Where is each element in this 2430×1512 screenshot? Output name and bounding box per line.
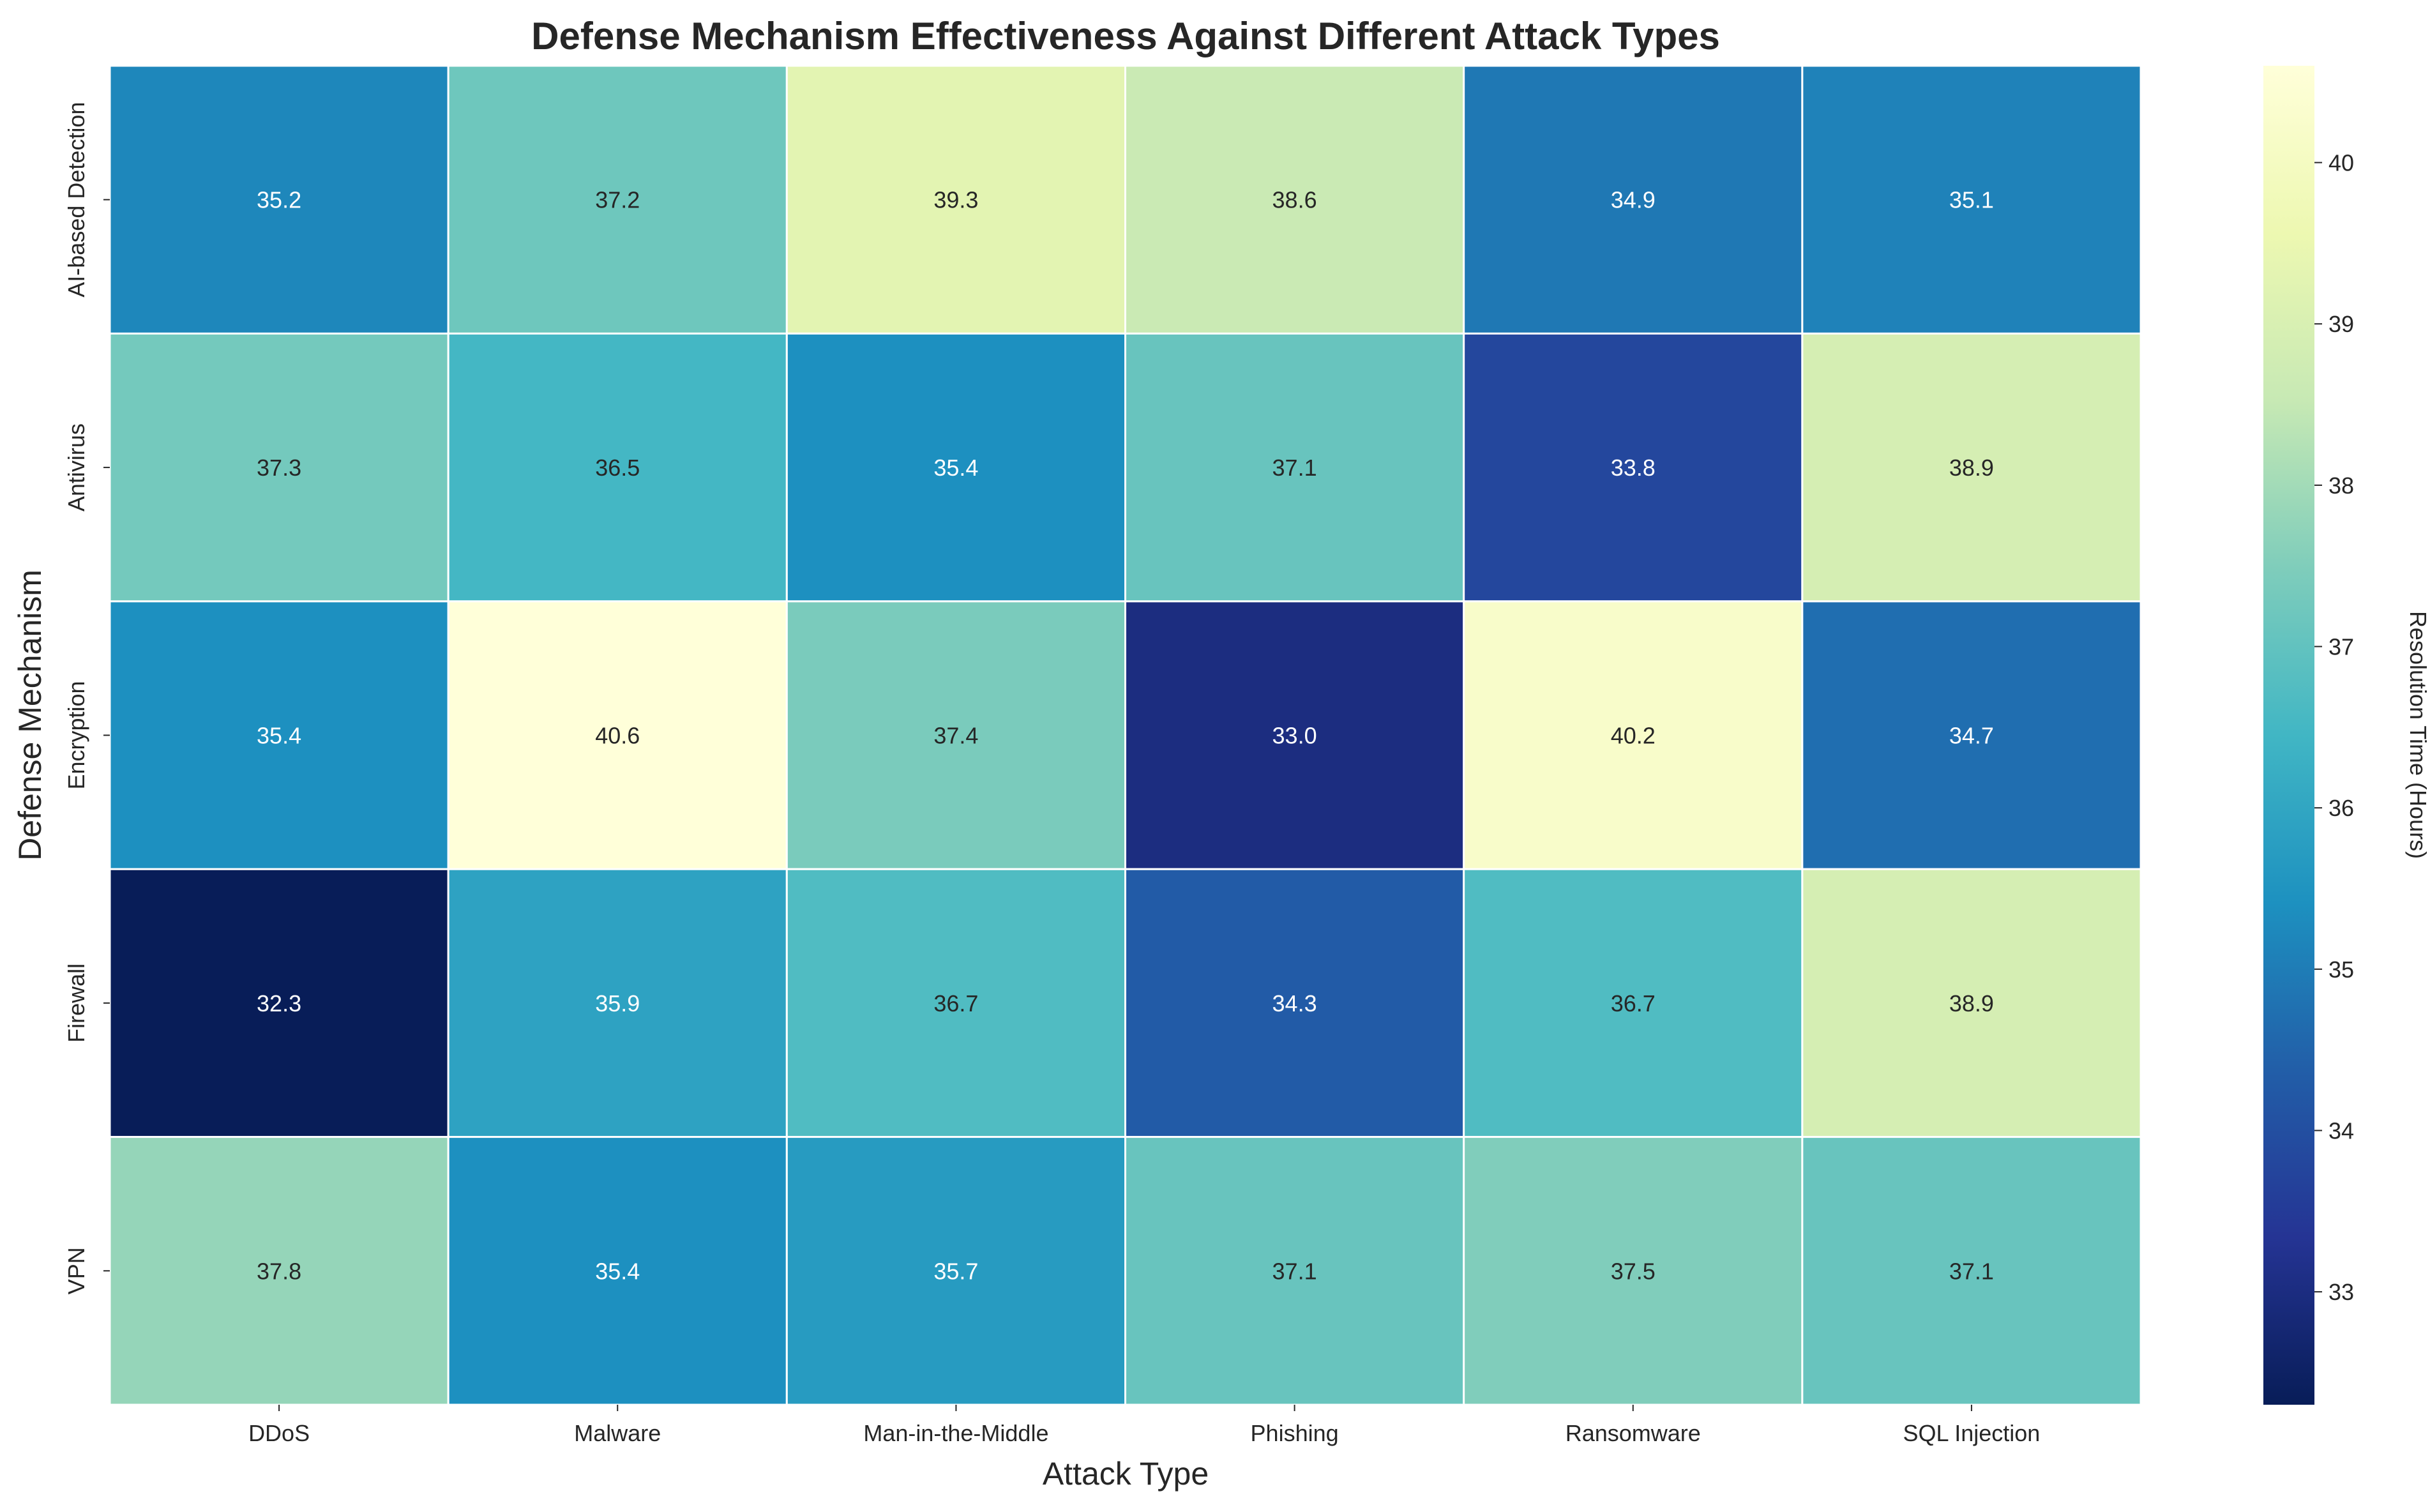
cell-value-label: 35.9 — [595, 990, 640, 1017]
cell-value-label: 36.7 — [1611, 990, 1656, 1017]
cell-value-label: 37.1 — [1272, 1258, 1317, 1284]
heatmap-cell — [1463, 64, 1804, 335]
heatmap-cell — [447, 64, 788, 335]
cell-value-label: 35.2 — [257, 187, 301, 213]
heatmap-cell — [447, 332, 788, 603]
heatmap-cell — [1801, 600, 2142, 870]
y-tick-label: Encryption — [63, 681, 89, 789]
heatmap-cell — [785, 600, 1127, 870]
cell-value-label: 37.2 — [595, 187, 640, 213]
colorbar-tick-label: 38 — [2328, 472, 2354, 499]
colorbar-tick-label: 34 — [2328, 1117, 2354, 1144]
cell-value-label: 37.3 — [257, 455, 301, 481]
heatmap-cell — [1801, 868, 2142, 1138]
cell-value-label: 35.4 — [257, 723, 301, 749]
cell-value-label: 39.3 — [933, 187, 978, 213]
cell-value-label: 33.0 — [1272, 723, 1317, 749]
heatmap-cell — [1463, 600, 1804, 870]
colorbar-label: Resolution Time (Hours) — [2405, 611, 2430, 859]
cell-value-label: 35.4 — [595, 1258, 640, 1284]
x-tick-label: Man-in-the-Middle — [863, 1420, 1048, 1446]
heatmap-cell — [1124, 600, 1465, 870]
heatmap-cell — [785, 64, 1127, 335]
heatmap-cell — [1124, 64, 1465, 335]
y-tick-label: Firewall — [63, 964, 89, 1043]
heatmap-cell — [1463, 868, 1804, 1138]
heatmap-cell — [109, 1136, 449, 1406]
y-tick-label: Antivirus — [63, 423, 89, 511]
y-tick-label: AI-based Detection — [63, 102, 89, 298]
cell-value-label: 34.7 — [1949, 723, 1994, 749]
cell-value-label: 35.1 — [1949, 187, 1994, 213]
heatmap-cell — [447, 1136, 788, 1406]
cell-value-label: 36.7 — [933, 990, 978, 1017]
x-tick-label: Ransomware — [1566, 1420, 1701, 1446]
y-axis-ticks: AI-based Detection Antivirus Encryption Fir… — [63, 102, 110, 1294]
heatmap-cell — [109, 600, 449, 870]
x-tick-label: Malware — [574, 1420, 661, 1446]
cell-value-label: 37.1 — [1949, 1258, 1994, 1284]
cell-value-label: 40.6 — [595, 723, 640, 749]
heatmap-cell — [1124, 1136, 1465, 1406]
heatmap-cell — [785, 868, 1127, 1138]
colorbar-tick-label: 37 — [2328, 634, 2354, 660]
cell-value-label: 37.8 — [257, 1258, 301, 1284]
heatmap-cell — [109, 868, 449, 1138]
heatmap-cell — [447, 868, 788, 1138]
colorbar-ticks: 33 34 35 36 37 38 39 40 — [2314, 150, 2354, 1305]
cell-value-label: 38.9 — [1949, 990, 1994, 1017]
heatmap-cells — [109, 64, 2142, 1406]
cell-value-label: 37.1 — [1272, 455, 1317, 481]
colorbar-tick-label: 39 — [2328, 311, 2354, 337]
cell-value-label: 34.9 — [1611, 187, 1656, 213]
cell-value-label: 37.4 — [933, 723, 978, 749]
heatmap-cell — [109, 332, 449, 603]
colorbar-tick-label: 35 — [2328, 956, 2354, 983]
heatmap-cell — [1801, 1136, 2142, 1406]
colorbar-tick-label: 33 — [2328, 1279, 2354, 1305]
cell-value-label: 38.9 — [1949, 455, 1994, 481]
heatmap-cell — [785, 1136, 1127, 1406]
heatmap-cell — [1124, 868, 1465, 1138]
heatmap-cell — [109, 64, 449, 335]
x-tick-label: DDoS — [248, 1420, 310, 1446]
heatmap-cell — [1463, 1136, 1804, 1406]
x-axis-ticks: DDoS Malware Man-in-the-Middle Phishing Rans… — [248, 1405, 2040, 1446]
x-tick-label: SQL Injection — [1903, 1420, 2041, 1446]
cell-value-label: 35.7 — [933, 1258, 978, 1284]
cell-value-label: 36.5 — [595, 455, 640, 481]
cell-value-label: 37.5 — [1611, 1258, 1656, 1284]
y-axis-label: Defense Mechanism — [12, 570, 48, 861]
chart-title: Defense Mechanism Effectiveness Against … — [531, 15, 1720, 57]
heatmap-cell — [1124, 332, 1465, 603]
cell-value-label: 38.6 — [1272, 187, 1317, 213]
colorbar-tick-label: 40 — [2328, 150, 2354, 176]
colorbar-tick-label: 36 — [2328, 795, 2354, 821]
y-tick-label: VPN — [63, 1247, 89, 1294]
x-tick-label: Phishing — [1251, 1420, 1339, 1446]
cell-value-label: 32.3 — [257, 990, 301, 1017]
cell-value-label: 35.4 — [933, 455, 978, 481]
cell-value-label: 40.2 — [1611, 723, 1656, 749]
heatmap-cell — [447, 600, 788, 870]
heatmap-cell-labels: 35.2 37.2 39.3 38.6 34.9 35.1 37.3 36.5 35.4 37.1… — [257, 187, 1994, 1285]
cell-value-label: 33.8 — [1611, 455, 1656, 481]
cell-value-label: 34.3 — [1272, 990, 1317, 1017]
colorbar — [2263, 66, 2314, 1405]
x-axis-label: Attack Type — [1043, 1456, 1209, 1492]
heatmap-cell — [1801, 332, 2142, 603]
heatmap-cell — [1801, 64, 2142, 335]
